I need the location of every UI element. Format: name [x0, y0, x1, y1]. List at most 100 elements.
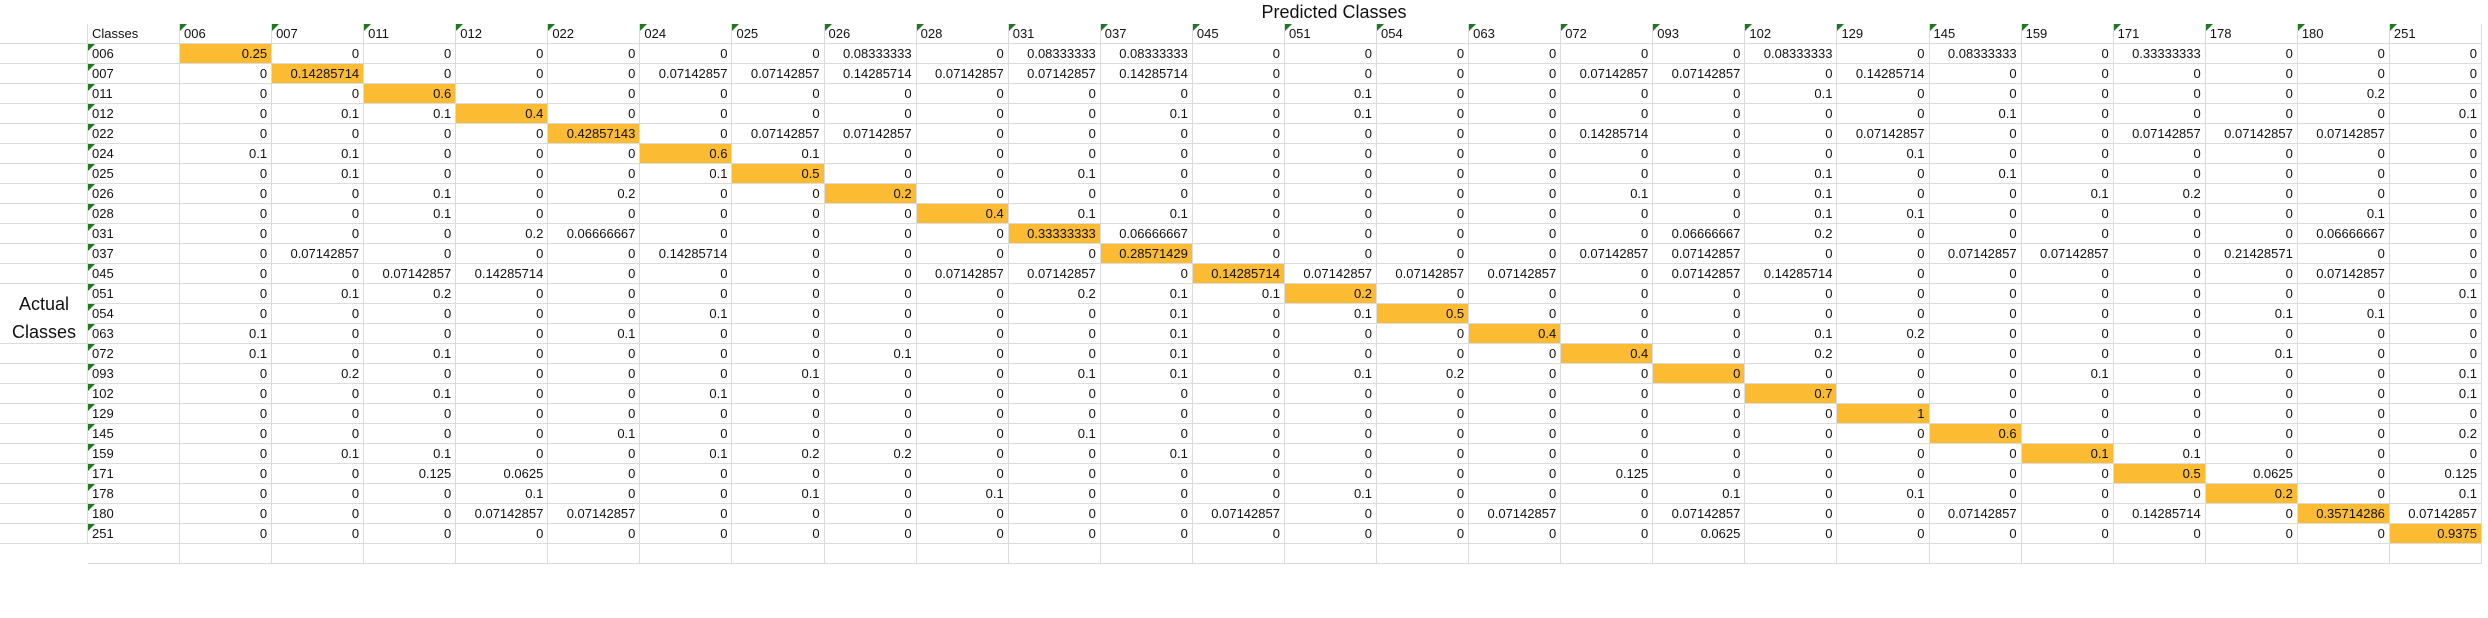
empty-cell[interactable] — [0, 304, 88, 324]
diagonal-value-cell[interactable]: 0.2 — [824, 184, 917, 204]
value-cell[interactable]: 0 — [2113, 204, 2206, 224]
value-cell[interactable]: 0 — [1377, 444, 1470, 464]
value-cell[interactable]: 0.07142857 — [2389, 504, 2482, 524]
value-cell[interactable]: 0.1 — [1561, 184, 1654, 204]
value-cell[interactable]: 0.1 — [732, 144, 825, 164]
value-cell[interactable]: 0 — [2021, 144, 2114, 164]
value-cell[interactable]: 0 — [2297, 324, 2390, 344]
value-cell[interactable]: 0 — [1561, 264, 1654, 284]
value-cell[interactable]: 0.1 — [2389, 364, 2482, 384]
value-cell[interactable]: 0 — [1100, 144, 1193, 164]
value-cell[interactable]: 0 — [2021, 264, 2114, 284]
empty-cell[interactable] — [1745, 544, 1838, 564]
value-cell[interactable]: 0 — [2205, 424, 2298, 444]
value-cell[interactable]: 0.0625 — [456, 464, 549, 484]
value-cell[interactable]: 0.14285714 — [1837, 64, 1930, 84]
value-cell[interactable]: 0 — [916, 244, 1009, 264]
value-cell[interactable]: 0.21428571 — [2205, 244, 2298, 264]
value-cell[interactable]: 0 — [1561, 404, 1654, 424]
value-cell[interactable]: 0 — [1469, 204, 1562, 224]
value-cell[interactable]: 0 — [1653, 84, 1746, 104]
value-cell[interactable]: 0 — [2113, 424, 2206, 444]
value-cell[interactable]: 0 — [2297, 184, 2390, 204]
value-cell[interactable]: 0 — [1561, 364, 1654, 384]
value-cell[interactable]: 0 — [732, 504, 825, 524]
value-cell[interactable]: 0 — [2113, 484, 2206, 504]
value-cell[interactable]: 0.1 — [2389, 104, 2482, 124]
value-cell[interactable]: 0 — [1653, 404, 1746, 424]
value-cell[interactable]: 0 — [2205, 404, 2298, 424]
value-cell[interactable]: 0 — [2205, 284, 2298, 304]
value-cell[interactable]: 0 — [1192, 404, 1285, 424]
value-cell[interactable]: 0 — [1653, 104, 1746, 124]
value-cell[interactable]: 0 — [272, 84, 365, 104]
value-cell[interactable]: 0 — [272, 264, 365, 284]
value-cell[interactable]: 0 — [2021, 164, 2114, 184]
empty-cell[interactable] — [456, 544, 549, 564]
diagonal-value-cell[interactable]: 0.1 — [2021, 444, 2114, 464]
value-cell[interactable]: 0 — [640, 524, 733, 544]
value-cell[interactable]: 0 — [1377, 484, 1470, 504]
value-cell[interactable]: 0 — [1929, 324, 2022, 344]
value-cell[interactable]: 0 — [1377, 84, 1470, 104]
value-cell[interactable]: 0.1 — [364, 104, 457, 124]
value-cell[interactable]: 0 — [1284, 524, 1378, 544]
value-cell[interactable]: 0 — [1469, 284, 1562, 304]
value-cell[interactable]: 0 — [1284, 404, 1378, 424]
empty-cell[interactable] — [1284, 544, 1378, 564]
empty-cell[interactable] — [0, 484, 88, 504]
value-cell[interactable]: 0 — [1837, 524, 1930, 544]
value-cell[interactable]: 0 — [364, 44, 457, 64]
value-cell[interactable]: 0 — [2113, 164, 2206, 184]
value-cell[interactable]: 0.125 — [2389, 464, 2482, 484]
value-cell[interactable]: 0 — [1008, 444, 1101, 464]
diagonal-value-cell[interactable]: 0.5 — [2113, 464, 2206, 484]
diagonal-value-cell[interactable]: 0.4 — [1561, 344, 1654, 364]
column-header-cell[interactable]: 251 — [2389, 24, 2482, 44]
value-cell[interactable]: 0 — [1100, 484, 1193, 504]
empty-cell[interactable] — [0, 504, 88, 524]
value-cell[interactable]: 0 — [548, 244, 641, 264]
value-cell[interactable]: 0 — [1929, 144, 2022, 164]
value-cell[interactable]: 0 — [2389, 144, 2482, 164]
value-cell[interactable]: 0.2 — [1745, 224, 1838, 244]
value-cell[interactable]: 0 — [824, 164, 917, 184]
value-cell[interactable]: 0 — [180, 484, 273, 504]
value-cell[interactable]: 0 — [1929, 184, 2022, 204]
value-cell[interactable]: 0 — [456, 404, 549, 424]
value-cell[interactable]: 0 — [824, 484, 917, 504]
value-cell[interactable]: 0 — [364, 124, 457, 144]
value-cell[interactable]: 0 — [916, 324, 1009, 344]
value-cell[interactable]: 0 — [1008, 464, 1101, 484]
empty-cell[interactable] — [1561, 544, 1654, 564]
value-cell[interactable]: 0 — [364, 324, 457, 344]
value-cell[interactable]: 0.1 — [1745, 324, 1838, 344]
value-cell[interactable]: 0.07142857 — [1653, 264, 1746, 284]
value-cell[interactable]: 0 — [732, 424, 825, 444]
value-cell[interactable]: 0.08333333 — [1745, 44, 1838, 64]
value-cell[interactable]: 0 — [1653, 304, 1746, 324]
value-cell[interactable]: 0 — [548, 304, 641, 324]
value-cell[interactable]: 0.1 — [1745, 184, 1838, 204]
value-cell[interactable]: 0 — [456, 44, 549, 64]
value-cell[interactable]: 0 — [640, 44, 733, 64]
value-cell[interactable]: 0 — [2205, 224, 2298, 244]
empty-cell[interactable] — [1469, 544, 1562, 564]
value-cell[interactable]: 0 — [1100, 184, 1193, 204]
row-header-cell[interactable]: 045 — [88, 264, 180, 284]
row-header-cell[interactable]: 025 — [88, 164, 180, 184]
value-cell[interactable]: 0 — [824, 264, 917, 284]
value-cell[interactable]: 0.33333333 — [2113, 44, 2206, 64]
value-cell[interactable]: 0 — [1561, 164, 1654, 184]
value-cell[interactable]: 0 — [1192, 324, 1285, 344]
value-cell[interactable]: 0 — [732, 264, 825, 284]
value-cell[interactable]: 0.1 — [1008, 424, 1101, 444]
value-cell[interactable]: 0 — [1561, 144, 1654, 164]
value-cell[interactable]: 0 — [548, 364, 641, 384]
column-header-cell[interactable]: 012 — [456, 24, 549, 44]
value-cell[interactable]: 0 — [2205, 44, 2298, 64]
empty-cell[interactable] — [180, 544, 273, 564]
value-cell[interactable]: 0 — [456, 344, 549, 364]
value-cell[interactable]: 0 — [180, 464, 273, 484]
value-cell[interactable]: 0 — [1929, 484, 2022, 504]
